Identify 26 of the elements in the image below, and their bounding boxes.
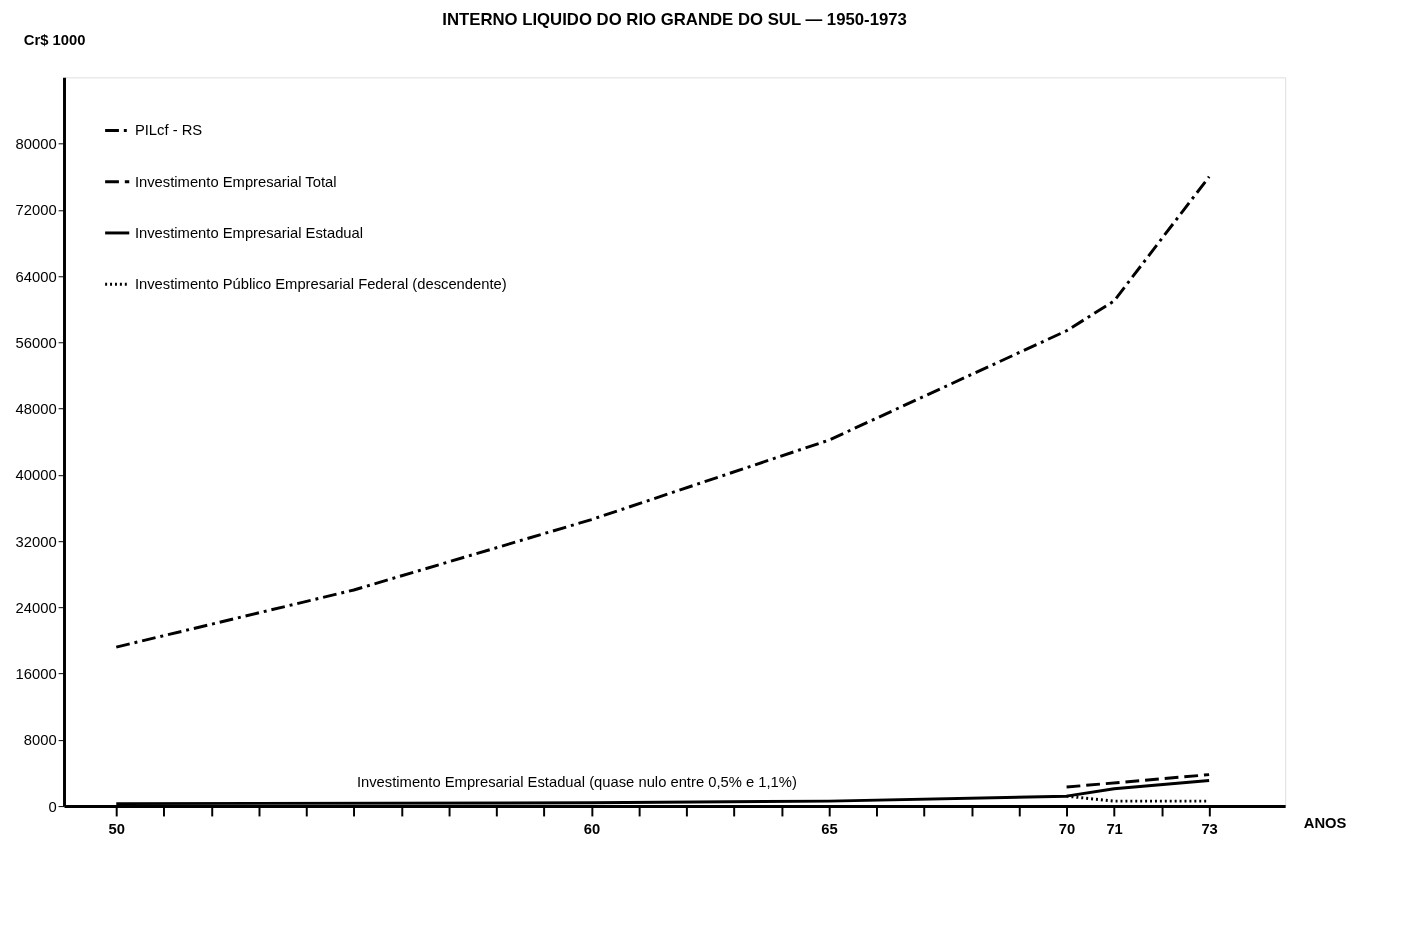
legend-label: Investimento Empresarial Total	[134, 173, 337, 190]
y-tick-label: 64000	[15, 268, 57, 285]
x-tick-label: 50	[108, 821, 125, 838]
legend-label: PILcf - RS	[134, 122, 203, 139]
x-tick-label: 71	[1106, 821, 1123, 838]
annotation: Investimento Empresarial Estadual (quase nulo entre 0,5% e 1,1%)	[356, 774, 797, 791]
x-tick-label: 65	[821, 821, 838, 838]
y-tick-label: 48000	[15, 401, 57, 418]
chart-title: INTERNO LIQUIDO DO RIO GRANDE DO SUL — 1950-1973	[442, 10, 907, 30]
legend-label: Investimento Público Empresarial Federal (descendente)	[134, 276, 507, 293]
x-tick-label: 70	[1058, 821, 1076, 838]
y-tick-label: 8000	[23, 732, 57, 749]
y-tick-label: 24000	[15, 599, 57, 616]
y-tick-label: 40000	[15, 467, 57, 484]
y-tick-label: 32000	[15, 533, 57, 550]
y-tick-label: 80000	[15, 136, 57, 153]
x-tick-label: 60	[583, 821, 601, 838]
y-tick-label: 16000	[15, 666, 57, 683]
y-axis-title: Cr$ 1000	[23, 32, 86, 49]
x-tick-label: 73	[1201, 821, 1218, 838]
y-tick-label: 0	[48, 798, 57, 815]
x-axis-title: ANOS	[1303, 815, 1347, 832]
y-tick-label: 72000	[15, 202, 57, 219]
line-series	[114, 175, 1211, 649]
y-tick-label: 56000	[15, 334, 57, 351]
legend-label: Investimento Empresarial Estadual	[134, 224, 364, 241]
